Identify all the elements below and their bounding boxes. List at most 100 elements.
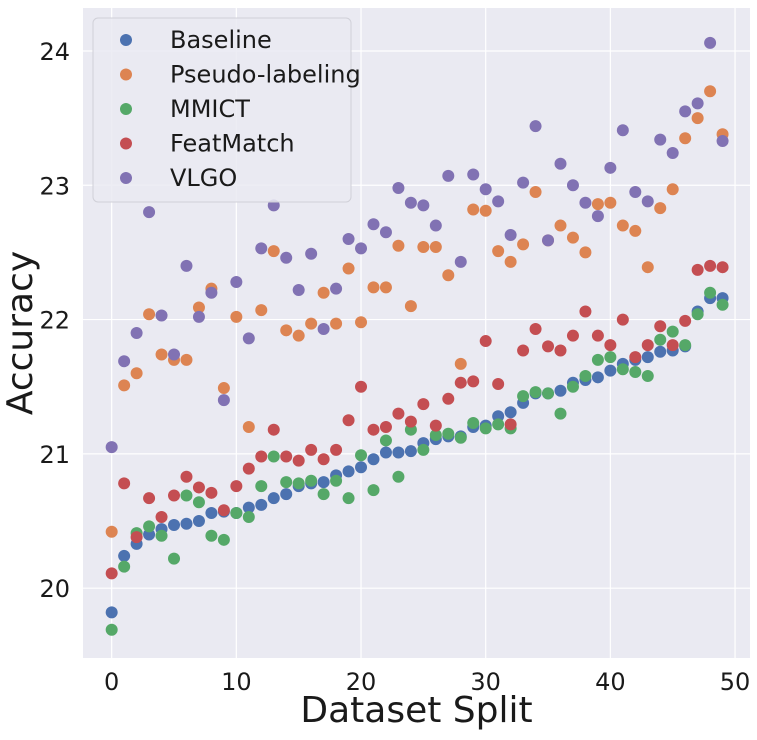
data-point bbox=[105, 525, 118, 538]
data-point bbox=[280, 488, 293, 501]
data-point bbox=[579, 246, 592, 259]
data-point bbox=[180, 353, 193, 366]
data-point bbox=[105, 606, 118, 619]
data-point bbox=[230, 506, 243, 519]
y-tick-label: 24 bbox=[39, 38, 70, 66]
data-point bbox=[342, 262, 355, 275]
data-point bbox=[616, 313, 629, 326]
data-point bbox=[716, 134, 729, 147]
data-point bbox=[192, 515, 205, 528]
data-point bbox=[641, 351, 654, 364]
data-point bbox=[242, 332, 255, 345]
data-point bbox=[242, 501, 255, 514]
data-point bbox=[716, 261, 729, 274]
data-point bbox=[566, 179, 579, 192]
data-point bbox=[467, 416, 480, 429]
y-tick-label: 23 bbox=[39, 172, 70, 200]
data-point bbox=[429, 429, 442, 442]
data-point bbox=[529, 185, 542, 198]
data-point bbox=[330, 443, 343, 456]
data-point bbox=[155, 348, 168, 361]
data-point bbox=[467, 375, 480, 388]
data-point bbox=[255, 242, 268, 255]
data-point bbox=[143, 308, 156, 321]
data-point bbox=[579, 305, 592, 318]
data-point bbox=[492, 418, 505, 431]
y-tick-label: 22 bbox=[39, 307, 70, 335]
data-point bbox=[566, 380, 579, 393]
data-point bbox=[355, 449, 368, 462]
data-point bbox=[143, 520, 156, 533]
data-point bbox=[217, 504, 230, 517]
data-point bbox=[566, 329, 579, 342]
data-point bbox=[367, 484, 380, 497]
data-point bbox=[205, 286, 218, 299]
data-point bbox=[305, 474, 318, 487]
data-point bbox=[417, 241, 430, 254]
data-point bbox=[305, 443, 318, 456]
data-point bbox=[192, 310, 205, 323]
data-point bbox=[379, 446, 392, 459]
data-point bbox=[479, 335, 492, 348]
data-point bbox=[230, 480, 243, 493]
data-point bbox=[205, 486, 218, 499]
data-point bbox=[492, 378, 505, 391]
data-points bbox=[105, 36, 729, 636]
data-point bbox=[118, 560, 131, 573]
data-point bbox=[616, 363, 629, 376]
legend-marker bbox=[120, 103, 132, 115]
data-point bbox=[442, 169, 455, 182]
data-point bbox=[255, 480, 268, 493]
data-point bbox=[517, 390, 530, 403]
data-point bbox=[417, 199, 430, 212]
data-point bbox=[467, 168, 480, 181]
data-point bbox=[305, 317, 318, 330]
data-point bbox=[454, 255, 467, 268]
data-point bbox=[691, 112, 704, 125]
legend-label: FeatMatch bbox=[170, 130, 295, 158]
data-point bbox=[180, 470, 193, 483]
data-point bbox=[342, 414, 355, 427]
data-point bbox=[255, 498, 268, 511]
data-point bbox=[504, 406, 517, 419]
data-point bbox=[429, 219, 442, 232]
data-point bbox=[417, 443, 430, 456]
data-point bbox=[267, 423, 280, 436]
data-point bbox=[192, 496, 205, 509]
data-point bbox=[367, 281, 380, 294]
data-point bbox=[704, 85, 717, 98]
data-point bbox=[105, 623, 118, 636]
data-point bbox=[691, 308, 704, 321]
data-point bbox=[554, 407, 567, 420]
data-point bbox=[168, 348, 181, 361]
data-point bbox=[691, 97, 704, 110]
x-tick-label: 50 bbox=[720, 668, 751, 696]
data-point bbox=[404, 415, 417, 428]
data-point bbox=[679, 105, 692, 118]
data-point bbox=[342, 492, 355, 505]
data-point bbox=[629, 224, 642, 237]
data-point bbox=[492, 195, 505, 208]
data-point bbox=[292, 454, 305, 467]
data-point bbox=[230, 275, 243, 288]
data-point bbox=[379, 226, 392, 239]
data-point bbox=[442, 392, 455, 405]
data-point bbox=[118, 477, 131, 490]
x-axis-label: Dataset Split bbox=[300, 690, 532, 731]
data-point bbox=[629, 351, 642, 364]
data-point bbox=[379, 434, 392, 447]
data-point bbox=[155, 510, 168, 523]
data-point bbox=[255, 450, 268, 463]
data-point bbox=[604, 364, 617, 377]
data-point bbox=[654, 202, 667, 215]
x-tick-label: 40 bbox=[595, 668, 626, 696]
x-tick-label: 20 bbox=[346, 668, 377, 696]
data-point bbox=[479, 422, 492, 435]
data-point bbox=[666, 183, 679, 196]
series-pseudo-labeling bbox=[105, 85, 729, 538]
legend-marker bbox=[120, 68, 132, 81]
data-point bbox=[591, 210, 604, 223]
data-point bbox=[579, 369, 592, 382]
data-point bbox=[641, 195, 654, 208]
